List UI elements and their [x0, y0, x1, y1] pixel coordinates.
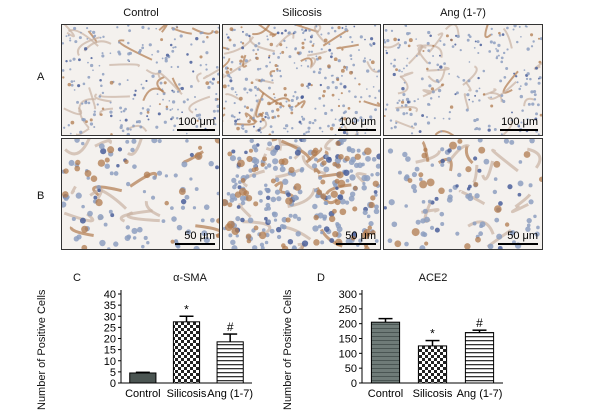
x-tick-label: Control [368, 388, 403, 400]
x-tick-label: Ang (1-7) [207, 388, 253, 400]
y-tick-label: 50 [345, 363, 357, 375]
micrograph-a-silicosis: 100 μm [222, 24, 381, 136]
scale-bar-label: 100 μm [339, 116, 376, 128]
x-tick-label: Control [125, 388, 160, 400]
scale-bar: 100 μm [500, 116, 538, 131]
y-tick-label: 250 [339, 304, 357, 316]
scale-bar-label: 50 μm [184, 230, 215, 242]
y-tick-label: 300 [339, 289, 357, 301]
column-header-silicosis: Silicosis [282, 7, 322, 19]
y-tick-label: 40 [104, 289, 116, 301]
chart-d-title: ACE2 [418, 272, 448, 284]
x-tick-label: Ang (1-7) [457, 388, 503, 400]
column-header-ang: Ang (1-7) [440, 7, 486, 19]
scale-bar-label: 100 μm [501, 116, 538, 128]
y-tick-label: 20 [104, 334, 116, 346]
y-tick-label: 0 [351, 378, 357, 390]
scale-bar: 100 μm [177, 116, 215, 131]
y-tick-label: 0 [110, 378, 116, 390]
chart-c-ylabel: Number of Positive Cells [36, 289, 48, 410]
row-label-b: B [37, 190, 45, 202]
micrograph-b-ang: 50 μm [383, 138, 543, 250]
y-tick-label: 5 [110, 367, 116, 379]
bar-silicosis [417, 345, 448, 384]
scale-bar: 50 μm [175, 230, 215, 245]
scale-bar: 100 μm [338, 116, 376, 131]
y-tick-label: 150 [339, 334, 357, 346]
micrograph-b-silicosis: 50 μm [222, 138, 381, 250]
micrograph-a-control: 100 μm [61, 24, 220, 136]
chart-c-title: α-SMA [173, 272, 207, 284]
y-tick-label: 200 [339, 319, 357, 331]
micrograph-b-control: 50 μm [61, 138, 220, 250]
micrograph-a-ang: 100 μm [383, 24, 543, 136]
column-header-control: Control [123, 7, 159, 19]
scale-bar: 50 μm [498, 230, 538, 245]
scale-bar-label: 50 μm [507, 230, 538, 242]
bar-ang-1-7 [464, 332, 495, 384]
scale-bar: 50 μm [336, 230, 376, 245]
scale-bar-label: 100 μm [178, 116, 215, 128]
y-tick-label: 15 [104, 345, 116, 357]
panel-label-c: C [73, 272, 81, 284]
scale-bar-label: 50 μm [345, 230, 376, 242]
y-tick-label: 10 [104, 356, 116, 368]
significance-mark: # [476, 316, 483, 330]
significance-mark: * [184, 302, 189, 316]
y-tick-label: 25 [104, 322, 116, 334]
y-tick-label: 100 [339, 348, 357, 360]
panel-label-d: D [317, 272, 325, 284]
chart-ace2: 0 50 100 150 200 250 300 Control * Silicosis # Ang … [339, 289, 503, 400]
bar-silicosis [172, 321, 201, 384]
row-label-a: A [37, 71, 45, 83]
chart-d-ylabel: Number of Positive Cells [282, 289, 294, 410]
significance-mark: * [430, 327, 435, 341]
bar-ang-1-7 [216, 341, 244, 384]
y-tick-label: 30 [104, 311, 116, 323]
bar-control [370, 321, 401, 384]
bar-control [129, 372, 157, 384]
y-tick-label: 35 [104, 300, 116, 312]
x-tick-label: Silicosis [413, 388, 453, 400]
x-tick-label: Silicosis [167, 388, 207, 400]
significance-mark: # [227, 320, 234, 334]
